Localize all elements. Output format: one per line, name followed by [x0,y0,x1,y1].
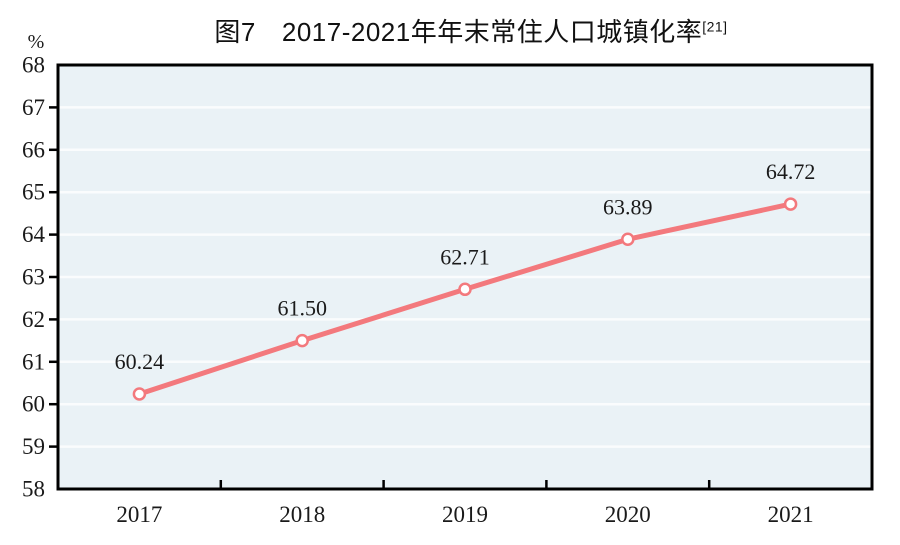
y-axis-unit-label: % [28,31,45,53]
chart-title-main: 2017-2021年年末常住人口城镇化率 [281,17,703,47]
y-axis-tick-label: 61 [22,349,45,374]
y-axis-tick-label: 63 [22,265,45,290]
y-axis-tick-label: 68 [22,53,45,78]
data-point-label: 64.72 [766,159,816,184]
chart-title: 图7 2017-2021年年末常住人口城镇化率[21] [0,12,900,49]
data-point-marker [458,282,472,297]
y-axis-tick-label: 62 [22,307,45,332]
data-point-label: 60.24 [115,349,165,374]
y-axis-tick-label: 67 [22,95,45,120]
data-point-label: 62.71 [440,244,490,269]
y-axis-tick-label: 64 [22,222,46,247]
data-point-marker [783,197,798,211]
chart-title-prefix: 图7 [214,17,256,47]
x-axis-tick-label: 2017 [116,502,162,527]
x-axis-tick-label: 2021 [768,502,814,527]
y-axis-tick-label: 66 [22,137,45,162]
x-axis-tick-label: 2018 [279,502,325,527]
y-axis-tick-label: 60 [22,392,45,417]
data-point-marker [132,387,147,401]
y-axis-tick-label: 65 [22,180,45,205]
data-point-marker [621,232,635,247]
y-axis-tick-label: 58 [22,477,45,502]
data-point-label: 63.89 [603,194,653,219]
chart-title-footnote-ref: [21] [702,18,728,35]
x-axis-tick-label: 2020 [605,502,651,527]
data-point-marker [295,333,309,348]
x-axis-tick-label: 2019 [442,502,488,527]
data-point-label: 61.50 [277,296,327,321]
y-axis-tick-label: 59 [22,434,45,459]
